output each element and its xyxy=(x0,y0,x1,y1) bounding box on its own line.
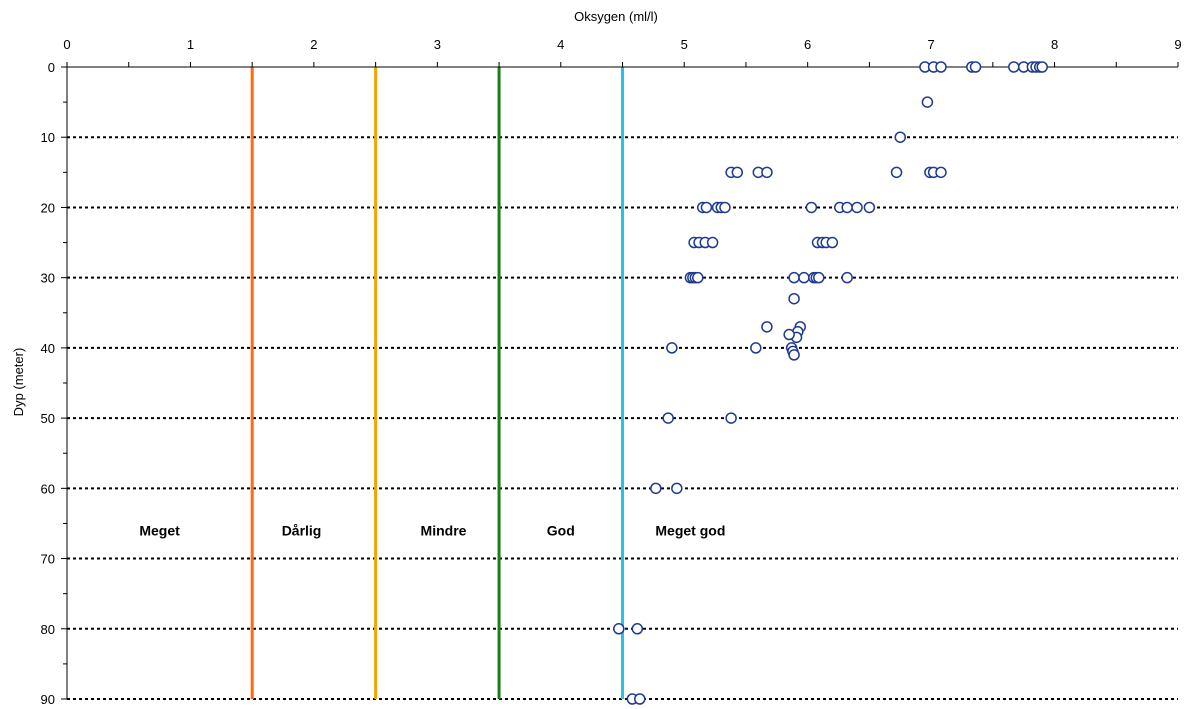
data-point xyxy=(725,412,737,424)
data-point xyxy=(731,166,744,179)
data-point xyxy=(894,131,906,143)
data-point xyxy=(863,201,876,214)
data-point xyxy=(1036,61,1048,73)
data-point xyxy=(631,623,644,635)
data-point xyxy=(788,271,800,284)
data-point xyxy=(706,236,719,249)
data-point xyxy=(783,328,795,341)
data-point xyxy=(662,412,674,424)
y-tick-label: 90 xyxy=(41,692,55,707)
x-tick-label: 4 xyxy=(557,37,564,52)
data-point xyxy=(826,236,839,249)
x-tick-label: 5 xyxy=(681,37,688,52)
data-point xyxy=(788,349,800,361)
data-point xyxy=(921,96,934,108)
y-tick-label: 20 xyxy=(41,200,55,215)
data-point xyxy=(935,61,947,73)
data-point xyxy=(671,482,683,495)
zone-label: God xyxy=(547,522,575,538)
y-axis-title: Dyp (meter) xyxy=(11,348,26,417)
data-point xyxy=(890,166,903,179)
data-point xyxy=(650,482,662,495)
zone-label: Meget xyxy=(139,522,180,538)
y-tick-label: 10 xyxy=(41,130,55,145)
y-tick-label: 0 xyxy=(48,60,55,75)
zone-label: Dårlig xyxy=(282,522,322,538)
x-axis-title: Oksygen (ml/l) xyxy=(574,9,658,24)
data-point xyxy=(841,271,853,284)
data-point xyxy=(935,166,947,179)
data-point xyxy=(692,271,704,284)
zone-label: Meget god xyxy=(655,522,725,538)
x-tick-label: 2 xyxy=(310,37,317,52)
y-tick-label: 80 xyxy=(41,622,55,637)
data-point xyxy=(634,693,646,705)
data-point xyxy=(841,201,853,214)
x-tick-label: 0 xyxy=(63,37,70,52)
data-point xyxy=(666,342,678,354)
zone-label: Mindre xyxy=(421,522,467,538)
data-point xyxy=(788,292,800,305)
data-point xyxy=(1008,61,1020,73)
y-tick-label: 40 xyxy=(41,341,55,356)
data-point xyxy=(750,342,762,354)
x-tick-label: 8 xyxy=(1051,37,1058,52)
data-point xyxy=(613,623,625,635)
data-point xyxy=(700,201,713,214)
data-point xyxy=(719,201,731,214)
x-tick-label: 7 xyxy=(927,37,934,52)
data-points xyxy=(613,61,1048,705)
data-point xyxy=(761,166,773,179)
data-point xyxy=(851,201,863,214)
y-tick-label: 70 xyxy=(41,552,55,567)
gridlines xyxy=(67,136,1178,700)
y-tick-label: 50 xyxy=(41,411,55,426)
zone-labels: Meget Dårlig Mindre God Meget god xyxy=(139,522,725,538)
x-tick-label: 9 xyxy=(1174,37,1181,52)
data-point xyxy=(761,321,773,333)
x-tick-label: 1 xyxy=(187,37,194,52)
x-tick-label: 3 xyxy=(434,37,441,52)
y-tick-label: 30 xyxy=(41,271,55,286)
data-point xyxy=(813,271,825,284)
data-point xyxy=(798,271,810,284)
threshold-lines xyxy=(250,67,624,699)
data-point xyxy=(805,201,818,214)
y-tick-label: 60 xyxy=(41,481,55,496)
x-tick-label: 6 xyxy=(804,37,811,52)
data-point xyxy=(969,61,982,73)
